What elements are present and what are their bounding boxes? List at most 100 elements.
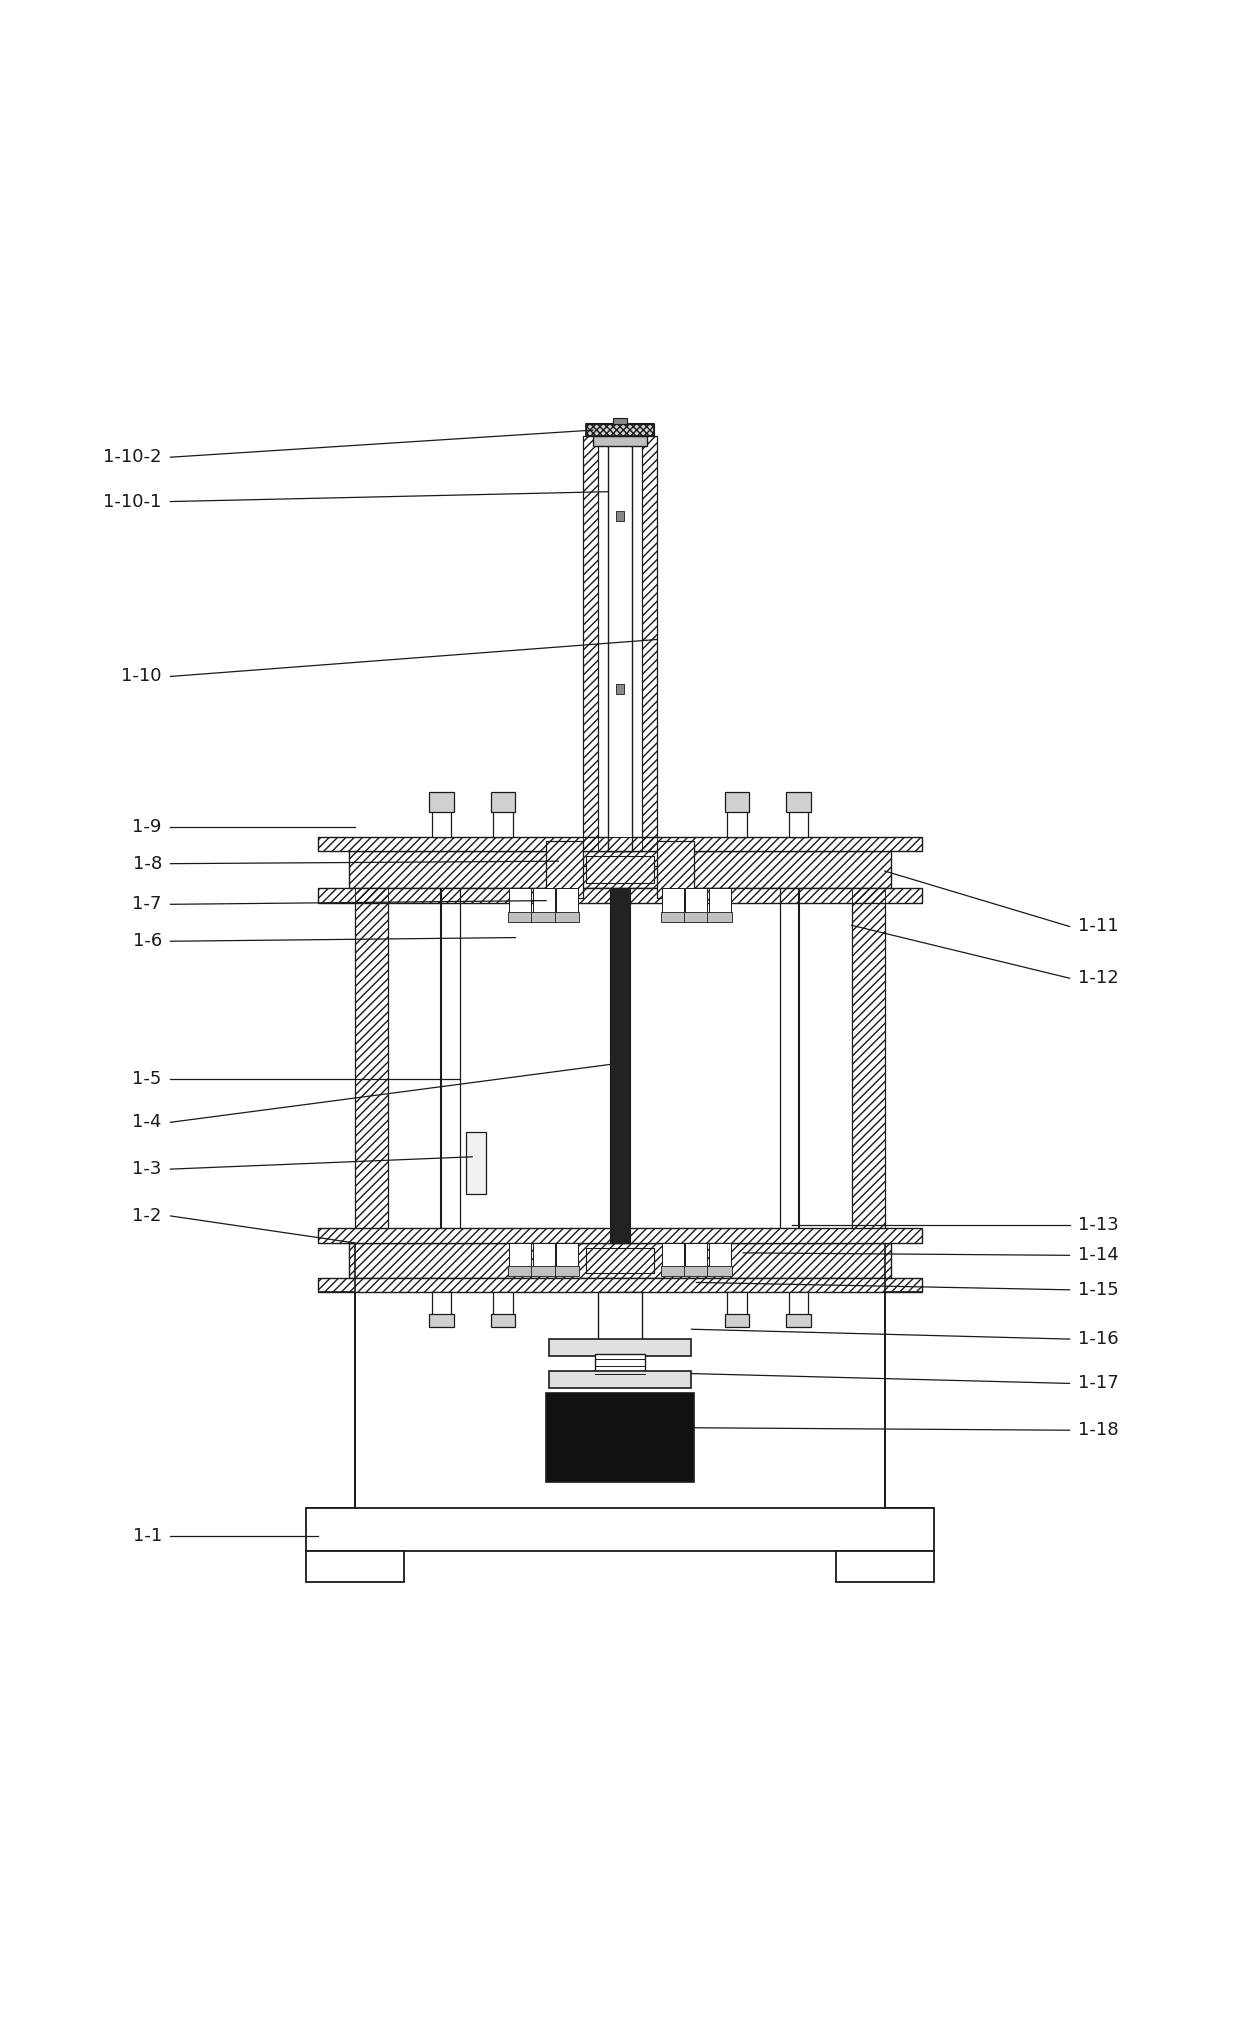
Bar <box>319 888 921 904</box>
Bar <box>686 1243 708 1269</box>
Bar <box>593 436 647 446</box>
Bar <box>786 1314 811 1326</box>
Bar <box>548 1370 692 1388</box>
Text: 1-10: 1-10 <box>122 668 161 686</box>
Bar <box>319 837 921 852</box>
Bar <box>608 436 632 852</box>
Bar <box>429 793 454 811</box>
Bar <box>348 1243 892 1277</box>
Bar <box>616 684 624 694</box>
Bar <box>508 1267 532 1275</box>
Bar <box>598 1292 642 1342</box>
Bar <box>852 888 885 1243</box>
Bar <box>348 852 892 888</box>
Bar <box>852 888 885 1243</box>
Text: 1-16: 1-16 <box>1078 1330 1118 1348</box>
Bar <box>546 1392 694 1481</box>
Bar <box>616 511 624 521</box>
Bar <box>510 888 531 916</box>
Text: 1-7: 1-7 <box>133 896 161 914</box>
Bar <box>432 1292 451 1324</box>
Bar <box>585 1247 655 1273</box>
Bar <box>466 1132 486 1195</box>
Bar <box>531 912 556 922</box>
Bar <box>355 888 388 1243</box>
Bar <box>727 1292 746 1324</box>
Bar <box>786 793 811 811</box>
Text: 1-13: 1-13 <box>1078 1215 1118 1233</box>
Bar <box>684 912 709 922</box>
Bar <box>708 1267 732 1275</box>
Bar <box>546 842 583 898</box>
Bar <box>585 1247 655 1273</box>
Bar <box>727 805 746 837</box>
Bar <box>494 1292 513 1324</box>
Bar <box>319 888 921 904</box>
Bar <box>429 1314 454 1326</box>
Bar <box>532 1243 554 1269</box>
Bar <box>686 888 708 916</box>
Text: 1-17: 1-17 <box>1078 1374 1118 1392</box>
Bar <box>642 436 657 852</box>
Bar <box>583 436 598 852</box>
Bar <box>491 1314 516 1326</box>
Text: 1-4: 1-4 <box>133 1114 161 1132</box>
Bar <box>709 1243 730 1269</box>
Bar <box>319 1277 921 1292</box>
Bar <box>348 1243 892 1277</box>
Text: 1-3: 1-3 <box>133 1160 161 1179</box>
Bar <box>532 888 554 916</box>
Bar <box>657 842 694 898</box>
Text: 1-5: 1-5 <box>133 1070 161 1088</box>
Bar <box>662 1243 684 1269</box>
Bar <box>585 856 655 884</box>
Bar <box>585 856 655 884</box>
Bar <box>585 424 655 436</box>
Text: 1-9: 1-9 <box>133 817 161 835</box>
Bar <box>319 1229 921 1243</box>
Bar <box>554 912 579 922</box>
Bar <box>531 1267 556 1275</box>
Bar <box>508 912 532 922</box>
Bar <box>642 436 657 852</box>
Bar <box>548 1340 692 1356</box>
Bar <box>661 912 686 922</box>
Bar <box>355 888 388 1243</box>
Bar <box>491 793 516 811</box>
Bar <box>494 805 513 837</box>
Text: 1-11: 1-11 <box>1078 918 1118 936</box>
Bar <box>684 1267 709 1275</box>
Bar <box>585 424 655 436</box>
Text: 1-8: 1-8 <box>133 856 161 872</box>
Bar <box>348 852 892 888</box>
Bar <box>789 1292 808 1324</box>
Text: 1-14: 1-14 <box>1078 1247 1118 1265</box>
Text: 1-15: 1-15 <box>1078 1281 1118 1300</box>
Bar <box>610 888 630 1243</box>
Text: 1-10-2: 1-10-2 <box>103 448 161 466</box>
Bar <box>836 1552 934 1582</box>
Bar <box>662 888 684 916</box>
Bar <box>306 1552 404 1582</box>
Bar <box>556 888 578 916</box>
Bar <box>661 1267 686 1275</box>
Bar <box>432 805 451 837</box>
Bar <box>613 418 627 424</box>
Bar <box>556 1243 578 1269</box>
Bar <box>583 436 598 852</box>
Bar <box>319 1229 921 1243</box>
Bar <box>709 888 730 916</box>
Bar <box>724 793 749 811</box>
Text: 1-1: 1-1 <box>133 1528 161 1546</box>
Text: 1-2: 1-2 <box>133 1207 161 1225</box>
Bar <box>319 837 921 852</box>
Bar <box>546 842 583 898</box>
Text: 1-12: 1-12 <box>1078 969 1118 987</box>
Bar <box>657 842 694 898</box>
Bar <box>306 1507 934 1552</box>
Bar <box>510 1243 531 1269</box>
Bar <box>554 1267 579 1275</box>
Bar <box>595 1354 645 1370</box>
Text: 1-18: 1-18 <box>1078 1421 1118 1439</box>
Text: 1-10-1: 1-10-1 <box>103 492 161 511</box>
